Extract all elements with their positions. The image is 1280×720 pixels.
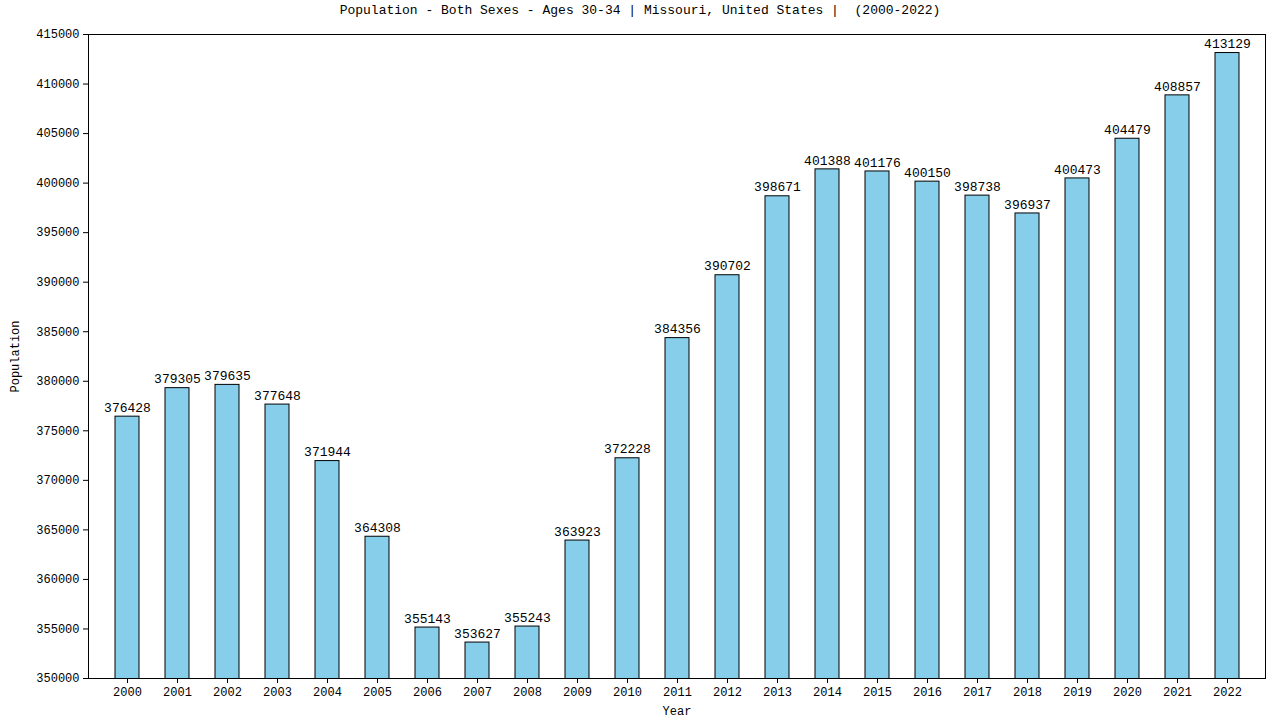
svg-text:375000: 375000 — [36, 425, 79, 439]
svg-text:2002: 2002 — [213, 686, 242, 700]
svg-text:2015: 2015 — [863, 686, 892, 700]
svg-text:2000: 2000 — [113, 686, 142, 700]
svg-text:379305: 379305 — [154, 372, 201, 387]
svg-text:2018: 2018 — [1013, 686, 1042, 700]
svg-text:363923: 363923 — [554, 525, 601, 540]
svg-text:405000: 405000 — [36, 127, 79, 141]
svg-text:360000: 360000 — [36, 573, 79, 587]
svg-text:355143: 355143 — [404, 612, 451, 627]
svg-text:401176: 401176 — [854, 156, 901, 171]
svg-text:365000: 365000 — [36, 524, 79, 538]
svg-text:2016: 2016 — [913, 686, 942, 700]
svg-text:2020: 2020 — [1113, 686, 1142, 700]
svg-text:2014: 2014 — [813, 686, 842, 700]
svg-text:410000: 410000 — [36, 78, 79, 92]
svg-text:2005: 2005 — [363, 686, 392, 700]
svg-text:Year: Year — [663, 705, 692, 719]
svg-text:396937: 396937 — [1004, 198, 1051, 213]
svg-text:379635: 379635 — [204, 369, 251, 384]
svg-text:2007: 2007 — [463, 686, 492, 700]
svg-text:395000: 395000 — [36, 226, 79, 240]
svg-text:408857: 408857 — [1154, 80, 1201, 95]
svg-text:2001: 2001 — [163, 686, 192, 700]
svg-text:390000: 390000 — [36, 276, 79, 290]
svg-text:413129: 413129 — [1204, 37, 1251, 52]
svg-text:2004: 2004 — [313, 686, 342, 700]
svg-text:2008: 2008 — [513, 686, 542, 700]
svg-text:404479: 404479 — [1104, 123, 1151, 138]
html-text:Population - Both Sexes - Ages: Population - Both Sexes - Ages 30-34 | M… — [339, 3, 941, 18]
svg-text:384356: 384356 — [654, 322, 701, 337]
svg-text:2021: 2021 — [1163, 686, 1192, 700]
svg-text:Population: Population — [9, 320, 23, 392]
svg-text:2011: 2011 — [663, 686, 692, 700]
svg-text:400150: 400150 — [904, 166, 951, 181]
svg-text:364308: 364308 — [354, 521, 401, 536]
svg-text:400000: 400000 — [36, 177, 79, 191]
svg-text:398671: 398671 — [754, 180, 801, 195]
svg-text:2013: 2013 — [763, 686, 792, 700]
svg-text:2006: 2006 — [413, 686, 442, 700]
svg-text:385000: 385000 — [36, 326, 79, 340]
svg-text:372228: 372228 — [604, 442, 651, 457]
svg-text:2012: 2012 — [713, 686, 742, 700]
svg-text:2003: 2003 — [263, 686, 292, 700]
svg-text:355000: 355000 — [36, 623, 79, 637]
svg-text:370000: 370000 — [36, 474, 79, 488]
svg-text:353627: 353627 — [454, 627, 501, 642]
svg-text:398738: 398738 — [954, 180, 1001, 195]
svg-text:401388: 401388 — [804, 154, 851, 169]
svg-text:377648: 377648 — [254, 389, 301, 404]
svg-text:2010: 2010 — [613, 686, 642, 700]
svg-text:415000: 415000 — [36, 28, 79, 42]
svg-text:400473: 400473 — [1054, 163, 1101, 178]
svg-text:2022: 2022 — [1213, 686, 1242, 700]
svg-text:371944: 371944 — [304, 445, 351, 460]
svg-text:355243: 355243 — [504, 611, 551, 626]
svg-text:2019: 2019 — [1063, 686, 1092, 700]
svg-text:380000: 380000 — [36, 375, 79, 389]
svg-text:2017: 2017 — [963, 686, 992, 700]
svg-text:376428: 376428 — [104, 401, 151, 416]
svg-text:350000: 350000 — [36, 672, 79, 686]
svg-text:390702: 390702 — [704, 259, 751, 274]
svg-text:2009: 2009 — [563, 686, 592, 700]
